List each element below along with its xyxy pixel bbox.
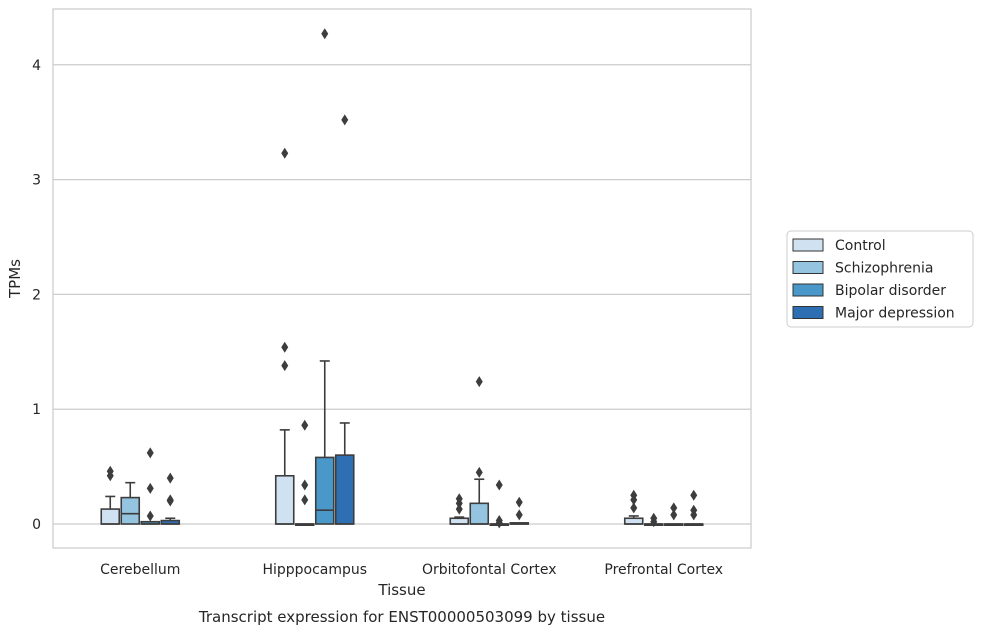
x-tick-label: Cerebellum xyxy=(100,562,180,578)
box-group xyxy=(120,481,141,525)
outlier-point xyxy=(515,496,523,508)
box-group xyxy=(449,493,470,525)
legend: Control Schizophrenia Bipolar disorder Majo… xyxy=(786,230,974,328)
box-group xyxy=(160,472,181,525)
outlier-point xyxy=(301,419,309,431)
outlier-point xyxy=(630,502,638,514)
outlier-point xyxy=(475,376,483,388)
x-axis-label: Tissue xyxy=(377,581,425,599)
legend-swatch xyxy=(792,283,824,297)
box-group xyxy=(294,419,315,527)
box-group xyxy=(334,114,355,525)
outlier-point xyxy=(650,512,658,524)
outlier-point xyxy=(281,360,289,372)
box-group xyxy=(100,465,121,525)
outlier-point xyxy=(515,509,523,521)
outlier-point xyxy=(166,494,174,506)
outlier-point xyxy=(670,502,678,514)
box-group xyxy=(140,447,161,525)
legend-label: Control xyxy=(835,238,886,254)
outlier-point xyxy=(146,447,154,459)
box-group xyxy=(314,28,335,525)
box-group xyxy=(683,489,704,527)
outlier-point xyxy=(495,479,503,491)
box xyxy=(449,517,470,525)
box xyxy=(469,502,490,525)
outlier-point xyxy=(630,489,638,501)
outlier-point xyxy=(495,515,503,527)
box xyxy=(274,474,295,525)
grid-lines xyxy=(53,64,751,525)
y-tick-label: 0 xyxy=(32,517,41,533)
outlier-point xyxy=(166,472,174,484)
outlier-point xyxy=(670,509,678,521)
outlier-point xyxy=(475,466,483,478)
legend-item: Bipolar disorder xyxy=(792,283,946,299)
legend-swatch xyxy=(792,261,824,274)
outlier-point xyxy=(690,489,698,501)
outlier-point xyxy=(301,494,309,506)
box-group xyxy=(274,147,295,525)
outlier-point xyxy=(146,510,154,522)
outlier-point xyxy=(281,341,289,353)
y-tick-label: 2 xyxy=(32,287,41,303)
box xyxy=(623,517,644,525)
outlier-point xyxy=(281,147,289,159)
box-group xyxy=(623,489,644,525)
legend-label: Schizophrenia xyxy=(835,261,933,277)
outlier-point xyxy=(301,479,309,491)
x-tick-label: Prefrontal Cortex xyxy=(604,562,723,578)
y-tick-label: 1 xyxy=(32,402,41,418)
box xyxy=(334,454,355,525)
outlier-point xyxy=(455,503,463,515)
y-tick-label: 3 xyxy=(32,173,41,189)
legend-label: Major depression xyxy=(835,306,955,322)
outlier-point xyxy=(341,114,349,126)
y-axis-label: TPMs xyxy=(6,259,24,299)
outlier-point xyxy=(690,504,698,516)
box-group xyxy=(489,479,510,529)
chart-caption: Transcript expression for ENST0000050309… xyxy=(198,608,605,626)
box-group xyxy=(643,512,664,528)
y-axis-ticks: 0 1 2 3 4 xyxy=(32,58,41,533)
outlier-point xyxy=(146,482,154,494)
box-group xyxy=(469,376,490,525)
outlier-point xyxy=(321,28,329,40)
x-tick-label: Orbitofontal Cortex xyxy=(422,562,557,578)
box xyxy=(120,496,141,525)
outlier-point xyxy=(106,465,114,477)
legend-label: Bipolar disorder xyxy=(835,283,946,299)
x-axis-ticks: Cerebellum Hipppocampus Orbitofontal Corte… xyxy=(100,562,723,578)
outlier-point xyxy=(455,493,463,505)
legend-item: Major depression xyxy=(792,306,955,322)
legend-item: Control xyxy=(792,238,886,254)
box xyxy=(314,456,335,525)
legend-item: Schizophrenia xyxy=(792,261,933,277)
y-tick-label: 4 xyxy=(32,58,41,74)
legend-swatch xyxy=(792,306,824,319)
box-layer xyxy=(100,28,704,529)
box xyxy=(100,508,121,525)
plot-frame xyxy=(52,8,752,549)
box-group xyxy=(509,496,530,525)
box-group xyxy=(663,502,684,527)
legend-frame xyxy=(786,230,974,328)
x-tick-label: Hipppocampus xyxy=(262,562,367,578)
legend-swatch xyxy=(792,238,824,252)
